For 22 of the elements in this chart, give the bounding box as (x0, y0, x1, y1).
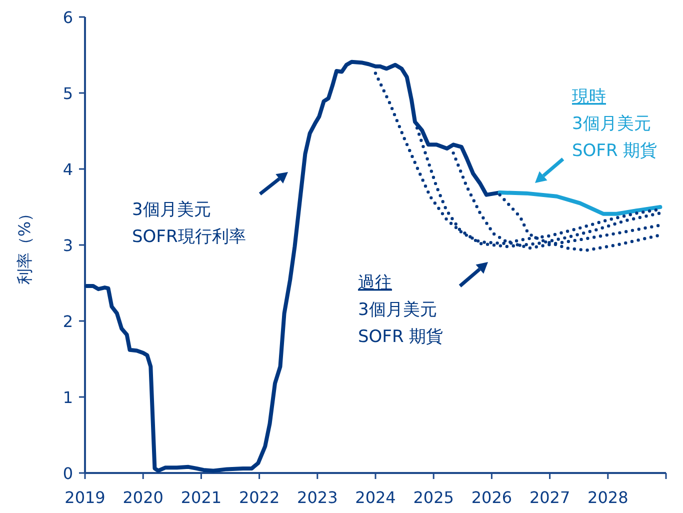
annotation: 現時 3個月美元 SOFR 期貨 (572, 87, 658, 161)
y-tick-label: 3 (62, 236, 73, 255)
annotation: 過往 3個月美元 SOFR 期貨 (358, 273, 444, 347)
y-axis-title: 利率（%） (15, 205, 34, 285)
x-tick-label: 2023 (297, 488, 338, 507)
x-tick-label: 2027 (529, 488, 570, 507)
x-tick-label: 2024 (355, 488, 396, 507)
x-tick-label: 2026 (471, 488, 512, 507)
x-tick-label: 2025 (413, 488, 454, 507)
x-tick-label: 2020 (122, 488, 164, 507)
y-tick-label: 5 (62, 84, 73, 103)
y-tick-label: 4 (62, 160, 73, 179)
y-tick-label: 6 (62, 8, 73, 27)
y-tick-label: 0 (62, 464, 73, 483)
x-tick-label: 2021 (180, 488, 222, 507)
x-tick-label: 2019 (64, 488, 106, 507)
y-tick-label: 1 (62, 388, 73, 407)
line-series (498, 190, 662, 216)
y-tick-label: 2 (62, 312, 73, 331)
x-tick-label: 2022 (238, 488, 280, 507)
annotation: 3個月美元 SOFR現行利率 (132, 200, 246, 247)
x-tick-label: 2028 (588, 488, 628, 507)
